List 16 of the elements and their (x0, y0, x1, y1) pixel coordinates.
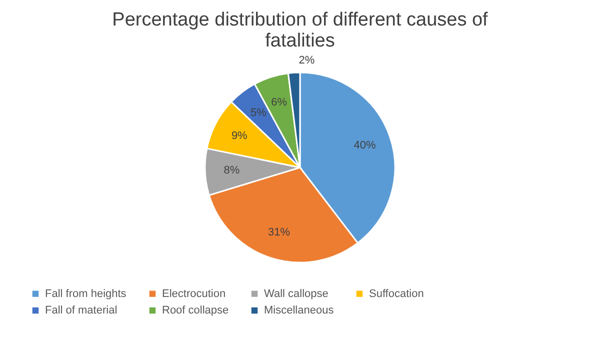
data-label: 2% (298, 54, 315, 67)
data-label: 8% (224, 164, 240, 177)
legend-label: Wall callopse (264, 288, 328, 300)
legend-label: Electrocution (162, 288, 226, 300)
data-label: 31% (268, 226, 290, 239)
data-label: 6% (271, 96, 288, 108)
legend-label: Fall from heights (45, 288, 127, 300)
legend-label: Miscellaneous (264, 304, 334, 316)
data-label: 40% (354, 140, 376, 152)
legend-label: Suffocation (369, 288, 424, 300)
text: Percentage distribution of different causes of (112, 10, 488, 31)
legend-label: Fall of material (45, 304, 118, 316)
data-label: 5% (250, 107, 267, 120)
data-label: 9% (231, 130, 248, 142)
legend-label: Roof collapse (162, 304, 229, 316)
text: fatalities (265, 30, 335, 52)
